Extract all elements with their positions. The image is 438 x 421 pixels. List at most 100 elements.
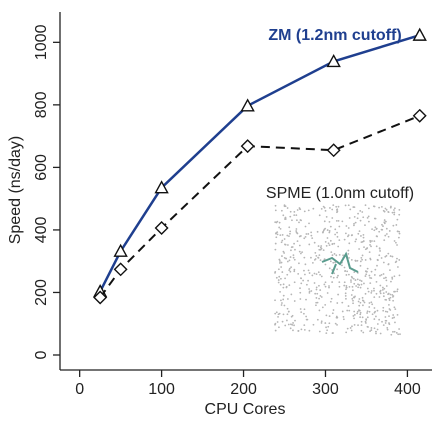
water-dot	[307, 209, 310, 212]
water-dot	[392, 330, 394, 333]
water-dot	[274, 329, 277, 332]
water-dot	[318, 248, 321, 251]
water-dot	[293, 242, 295, 245]
water-dot	[382, 306, 385, 309]
water-dot	[316, 292, 319, 295]
water-dot	[347, 227, 350, 229]
water-dot	[361, 258, 364, 261]
water-dot	[353, 282, 356, 285]
water-dot	[366, 216, 369, 219]
water-dot	[310, 234, 313, 237]
water-dot	[366, 247, 369, 249]
water-dot	[379, 292, 382, 295]
water-dot	[323, 283, 326, 286]
water-dot	[387, 263, 390, 265]
water-dot	[385, 291, 388, 293]
water-dot	[283, 252, 286, 254]
water-dot	[388, 230, 391, 232]
water-dot	[275, 236, 278, 239]
water-dot	[295, 214, 298, 217]
water-dot	[298, 262, 300, 265]
water-dot	[384, 316, 387, 318]
water-dot	[286, 260, 289, 263]
water-dot	[308, 290, 311, 293]
water-dot	[288, 226, 291, 229]
water-dot	[374, 217, 377, 220]
water-dot	[305, 233, 308, 235]
water-dot	[391, 317, 394, 319]
water-dot	[351, 325, 353, 328]
water-dot	[294, 319, 296, 322]
water-dot	[325, 244, 328, 247]
water-dot	[331, 281, 334, 283]
water-dot	[378, 206, 381, 209]
water-dot	[386, 310, 389, 313]
water-dot	[357, 232, 360, 235]
water-dot	[278, 326, 280, 329]
water-dot	[381, 320, 383, 323]
water-dot	[382, 225, 384, 228]
water-dot	[384, 207, 387, 210]
water-dot	[356, 217, 359, 220]
water-dot	[320, 275, 323, 278]
water-dot	[299, 252, 302, 255]
water-dot	[353, 310, 356, 313]
water-dot	[345, 288, 347, 291]
x-tick-label: 400	[394, 381, 421, 398]
water-dot	[376, 264, 378, 267]
water-dot	[395, 241, 397, 244]
water-dot	[378, 254, 381, 257]
water-dot	[350, 259, 353, 261]
water-dot	[366, 325, 369, 328]
water-dot	[351, 276, 354, 279]
water-dot	[360, 280, 363, 282]
water-dot	[277, 315, 279, 318]
peptide	[321, 251, 359, 275]
water-dot	[304, 273, 306, 276]
water-dot	[308, 272, 311, 274]
water-dot	[307, 279, 309, 282]
water-dot	[328, 244, 331, 247]
point-marker	[326, 53, 341, 68]
water-dot	[360, 235, 362, 237]
water-dot	[329, 207, 331, 209]
water-dot	[341, 264, 343, 267]
water-dot	[368, 306, 371, 308]
water-dot	[382, 273, 385, 275]
water-dot	[283, 205, 286, 208]
water-dot	[330, 297, 333, 300]
water-dot	[320, 207, 323, 210]
water-dot	[313, 272, 316, 275]
water-dot	[332, 276, 335, 279]
water-dot	[279, 290, 281, 293]
water-dot	[362, 240, 365, 242]
water-dot	[337, 245, 340, 248]
water-dot	[396, 288, 399, 291]
water-dot	[274, 204, 277, 207]
water-dot	[286, 207, 289, 209]
water-dot	[392, 224, 395, 227]
water-dot	[321, 306, 324, 309]
water-dot	[349, 208, 352, 211]
water-dot	[385, 227, 388, 230]
water-dot	[274, 312, 277, 315]
water-dot	[388, 297, 390, 300]
series-label: SPME (1.0nm cutoff)	[266, 185, 414, 202]
water-dot	[381, 223, 383, 226]
water-dot	[326, 237, 329, 239]
water-dot	[353, 224, 355, 227]
water-dot	[344, 232, 347, 235]
water-dot	[331, 243, 334, 246]
water-dot	[328, 231, 331, 234]
water-dot	[371, 313, 374, 316]
water-dot	[366, 316, 369, 319]
water-dot	[380, 274, 383, 276]
water-dot	[390, 333, 393, 336]
water-dot	[347, 204, 350, 207]
water-dot	[286, 313, 289, 316]
water-dot	[312, 207, 315, 210]
water-dot	[338, 239, 341, 242]
water-dot	[386, 326, 389, 329]
water-dot	[331, 208, 334, 211]
